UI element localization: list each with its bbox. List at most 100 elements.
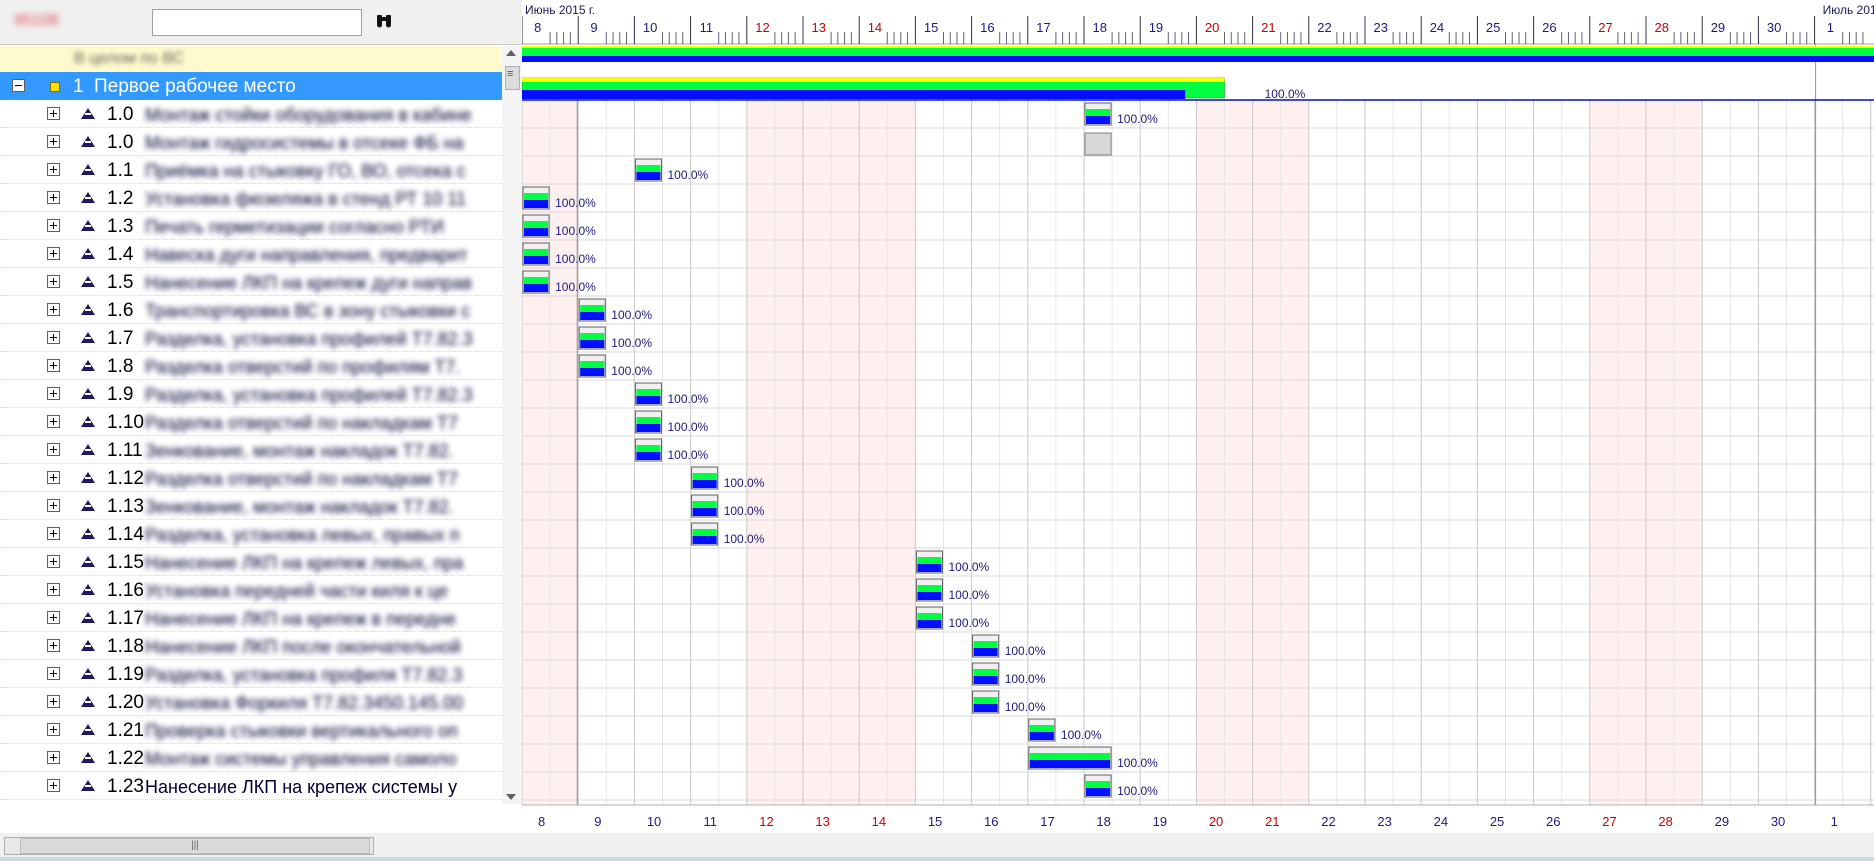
task-row[interactable]: 1.0 Монтаж стойки оборудования в кабине <box>0 100 502 128</box>
expand-icon[interactable] <box>47 303 60 316</box>
day-label: 22 <box>1317 20 1331 35</box>
task-row[interactable]: 1.16 Установка передней части киля к це <box>0 576 502 604</box>
expand-icon[interactable] <box>47 667 60 680</box>
expand-icon[interactable] <box>47 779 60 792</box>
task-row[interactable]: 1.0 Монтаж гидросистемы в отсеке ФБ на <box>0 128 502 156</box>
expand-icon[interactable] <box>47 695 60 708</box>
task-bar-green <box>580 333 605 340</box>
bottom-day-label: 25 <box>1490 814 1504 829</box>
expand-icon[interactable] <box>47 723 60 736</box>
task-row[interactable]: 1.1 Приёмка на стыковку ГО, ВО, отсека с <box>0 156 502 184</box>
search-input[interactable] <box>152 9 362 36</box>
task-row[interactable]: 1.21 Проверка стыковки вертикального оп <box>0 716 502 744</box>
expand-icon[interactable] <box>47 107 60 120</box>
expand-icon[interactable] <box>47 275 60 288</box>
task-number: 1.3 <box>107 216 134 237</box>
expand-icon[interactable] <box>47 527 60 540</box>
task-icon <box>81 192 95 203</box>
task-row[interactable]: 1.17 Нанесение ЛКП на крепеж в передне <box>0 604 502 632</box>
task-number: 1.19 <box>107 664 144 685</box>
task-icon <box>81 444 95 455</box>
tree-header: 95108 <box>0 0 522 45</box>
expand-icon[interactable] <box>47 499 60 512</box>
task-row[interactable]: 1.18 Нанесение ЛКП после окончательной <box>0 632 502 660</box>
task-icon <box>81 304 95 315</box>
task-bar-green <box>524 193 549 200</box>
task-row[interactable]: 1.20 Установка Форкиля Т7.82.3450.145.00 <box>0 688 502 716</box>
task-bar-blue <box>1029 760 1111 768</box>
task-bar-green <box>973 669 998 676</box>
task-row[interactable]: 1.15 Нанесение ЛКП на крепеж левых, пра <box>0 548 502 576</box>
task-row[interactable]: 1.2 Установка фюзеляжа в стенд РТ 10 11 <box>0 184 502 212</box>
expand-icon[interactable] <box>47 639 60 652</box>
collapse-icon[interactable] <box>12 79 25 92</box>
task-row[interactable]: 1.11 Зенкование, монтаж накладок Т7.82. <box>0 436 502 464</box>
bottom-day-label: 1 <box>1831 814 1838 829</box>
expand-icon[interactable] <box>47 331 60 344</box>
summary-row[interactable]: В целом по ВС <box>0 46 522 72</box>
day-label: 27 <box>1598 20 1612 35</box>
scroll-up-icon[interactable] <box>506 50 516 56</box>
task-bar-blue <box>1086 116 1111 124</box>
group-bar-blue <box>522 90 1186 99</box>
expand-icon[interactable] <box>47 443 60 456</box>
day-label: 11 <box>700 20 714 35</box>
task-number: 1.12 <box>107 468 144 489</box>
task-row[interactable]: 1.8 Разделка отверстий по профилям Т7. <box>0 352 502 380</box>
task-name: Разделка, установка профилей Т7.82.3 <box>145 329 473 349</box>
expand-icon[interactable] <box>47 611 60 624</box>
task-bar-green <box>1029 753 1111 760</box>
task-row[interactable]: 1.4 Навеска дуги направления, предварит <box>0 240 502 268</box>
expand-icon[interactable] <box>47 555 60 568</box>
task-row[interactable]: 1.23 Нанесение ЛКП на крепеж системы у <box>0 772 502 800</box>
task-name: Монтаж системы управления самоло <box>145 749 457 769</box>
expand-icon[interactable] <box>47 583 60 596</box>
gantt-chart: Июнь 2015 г.Июль 2015 г.8899101011111212… <box>522 0 1874 833</box>
task-row[interactable]: 1.6 Транспортировка ВС в зону стыковки с <box>0 296 502 324</box>
task-row[interactable]: 1.5 Нанесение ЛКП на крепеж дуги направ <box>0 268 502 296</box>
task-bar-green <box>692 529 717 536</box>
task-bar-blue <box>1086 788 1111 796</box>
task-row[interactable]: 1.7 Разделка, установка профилей Т7.82.3 <box>0 324 502 352</box>
task-number: 1.8 <box>107 356 134 377</box>
task-icon <box>81 332 95 343</box>
binoculars-icon[interactable] <box>374 11 394 31</box>
expand-icon[interactable] <box>47 359 60 372</box>
task-bar-blue <box>636 396 661 404</box>
vertical-scroll-thumb[interactable] <box>505 66 520 90</box>
expand-icon[interactable] <box>47 751 60 764</box>
task-bar-blue <box>692 508 717 516</box>
task-row[interactable]: 1.14 Разделка, установка левых, правых п <box>0 520 502 548</box>
task-row[interactable]: 1.9 Разделка, установка профилей Т7.82.3 <box>0 380 502 408</box>
expand-icon[interactable] <box>47 163 60 176</box>
task-number: 1.22 <box>107 748 144 769</box>
task-row[interactable]: 1.19 Разделка, установка профиля Т7.82.3 <box>0 660 502 688</box>
task-name: Печать герметизации согласно РТИ <box>145 217 444 237</box>
expand-icon[interactable] <box>47 135 60 148</box>
scroll-down-icon[interactable] <box>506 794 516 800</box>
status-strip <box>0 857 1874 861</box>
expand-icon[interactable] <box>47 387 60 400</box>
task-bar-placeholder[interactable] <box>1084 132 1112 156</box>
task-percent-label: 100.0% <box>611 336 652 350</box>
day-label: 26 <box>1542 20 1556 35</box>
task-percent-label: 100.0% <box>724 532 765 546</box>
task-bar-green <box>1029 725 1054 732</box>
expand-icon[interactable] <box>47 247 60 260</box>
expand-icon[interactable] <box>47 415 60 428</box>
group-name: Первое рабочее место <box>94 76 296 97</box>
task-row[interactable]: 1.13 Зенкование, монтаж накладок Т7.82. <box>0 492 502 520</box>
expand-icon[interactable] <box>47 219 60 232</box>
bottom-day-label: 23 <box>1377 814 1391 829</box>
task-row[interactable]: 1.12 Разделка отверстий по накладкам Т7 <box>0 464 502 492</box>
group-row[interactable]: 1 Первое рабочее место <box>0 72 502 100</box>
task-row[interactable]: 1.22 Монтаж системы управления самоло <box>0 744 502 772</box>
expand-icon[interactable] <box>47 471 60 484</box>
horizontal-scroll-thumb[interactable]: ||| <box>20 838 370 854</box>
task-bar-blue <box>973 704 998 712</box>
task-row[interactable]: 1.3 Печать герметизации согласно РТИ <box>0 212 502 240</box>
vertical-scrollbar[interactable] <box>502 46 522 804</box>
task-row[interactable]: 1.10 Разделка отверстий по накладкам Т7 <box>0 408 502 436</box>
expand-icon[interactable] <box>47 191 60 204</box>
horizontal-scrollbar[interactable]: ||| <box>0 833 1874 861</box>
